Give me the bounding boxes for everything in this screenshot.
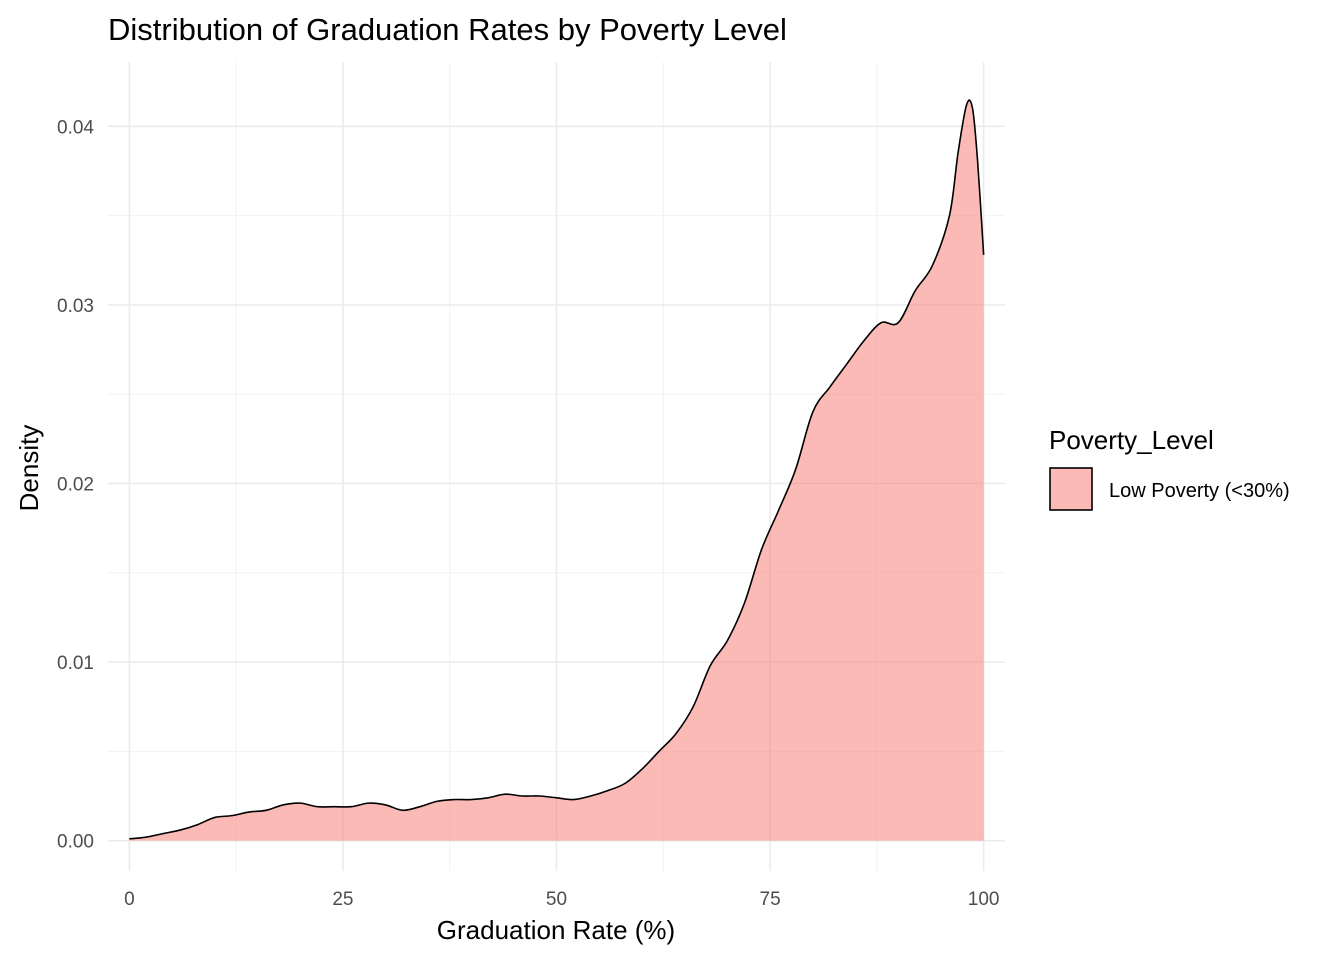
x-tick-label: 50	[546, 889, 567, 910]
legend-entries: Low Poverty (<30%)	[1049, 467, 1290, 511]
y-tick-label: 0.03	[57, 296, 94, 317]
chart-title: Distribution of Graduation Rates by Pove…	[108, 12, 787, 47]
x-tick-label: 75	[760, 889, 781, 910]
x-tick-label: 100	[968, 889, 1000, 910]
legend-label: Low Poverty (<30%)	[1109, 480, 1290, 502]
y-tick-label: 0.01	[57, 653, 94, 674]
density-area	[129, 100, 984, 841]
legend-title: Poverty_Level	[1049, 425, 1214, 455]
x-axis-tick-labels: 0 25 50 75 100	[124, 889, 999, 910]
legend-key	[1049, 467, 1093, 511]
x-tick-label: 0	[124, 889, 135, 910]
density-outline	[129, 99, 985, 840]
y-tick-label: 0.00	[57, 832, 94, 853]
x-tick-label: 25	[332, 889, 353, 910]
legend: Poverty_Level Low Poverty (<30%)	[1049, 425, 1290, 511]
y-axis-tick-labels: 0.00 0.01 0.02 0.03 0.04	[57, 117, 94, 852]
y-axis-title: Density	[14, 425, 44, 512]
density-series	[129, 99, 985, 841]
y-tick-label: 0.04	[57, 117, 94, 138]
y-tick-label: 0.02	[57, 474, 94, 495]
x-axis-title: Graduation Rate (%)	[437, 915, 675, 945]
